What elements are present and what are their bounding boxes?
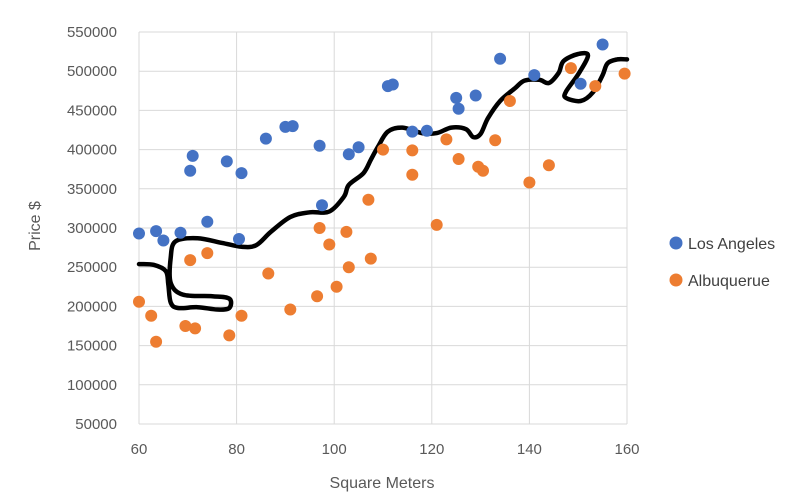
- point-los-angeles: [133, 227, 145, 240]
- point-los-angeles: [420, 124, 433, 137]
- point-albuquerue: [430, 218, 443, 231]
- point-los-angeles: [259, 132, 272, 145]
- point-albuquerue: [564, 62, 577, 75]
- y-axis-title: Price $: [27, 201, 44, 251]
- point-los-angeles: [233, 233, 245, 245]
- point-albuquerue: [284, 303, 297, 316]
- point-los-angeles: [494, 52, 507, 65]
- point-albuquerue: [311, 290, 324, 303]
- point-albuquerue: [406, 144, 419, 157]
- y-tick-label: 150000: [67, 338, 117, 355]
- point-los-angeles: [150, 225, 163, 238]
- gridlines: [138, 31, 628, 425]
- legend-label: Albuquerue: [688, 273, 770, 290]
- point-los-angeles: [596, 38, 609, 51]
- y-tick-label: 50000: [75, 416, 117, 433]
- y-tick-label: 250000: [67, 259, 117, 276]
- point-los-angeles: [452, 102, 465, 115]
- point-albuquerue: [342, 261, 355, 274]
- y-tick-label: 500000: [67, 63, 117, 80]
- data-points-layer: [133, 38, 631, 348]
- point-albuquerue: [542, 159, 555, 172]
- point-los-angeles: [469, 89, 482, 102]
- point-albuquerue: [313, 222, 326, 234]
- point-albuquerue: [145, 309, 158, 322]
- overlay-curve: [136, 50, 630, 312]
- point-los-angeles: [235, 167, 248, 180]
- legend-label: Los Angeles: [688, 236, 775, 253]
- point-albuquerue: [362, 193, 375, 206]
- y-tick-label: 300000: [67, 220, 117, 237]
- point-los-angeles: [313, 139, 326, 152]
- point-los-angeles: [186, 149, 199, 162]
- point-albuquerue: [262, 267, 275, 280]
- point-los-angeles: [286, 120, 299, 133]
- point-albuquerue: [406, 168, 419, 181]
- point-los-angeles: [352, 141, 365, 154]
- point-los-angeles: [220, 155, 233, 168]
- point-albuquerue: [184, 254, 197, 267]
- x-tick-label: 160: [614, 441, 639, 458]
- point-los-angeles: [450, 91, 463, 104]
- point-los-angeles: [184, 164, 197, 177]
- point-albuquerue: [179, 320, 192, 332]
- point-albuquerue: [150, 335, 163, 348]
- x-axis-title: Square Meters: [330, 475, 435, 492]
- point-albuquerue: [477, 164, 489, 177]
- point-albuquerue: [503, 95, 516, 107]
- y-tick-label: 450000: [67, 102, 117, 119]
- point-albuquerue: [489, 134, 502, 147]
- point-albuquerue: [235, 309, 248, 322]
- point-albuquerue: [223, 329, 236, 342]
- y-tick-label: 350000: [67, 181, 117, 198]
- y-tick-label: 100000: [67, 377, 117, 394]
- x-tick-label: 60: [131, 441, 148, 458]
- legend: Los Angeles Albuquerue: [669, 236, 775, 290]
- point-albuquerue: [618, 67, 631, 80]
- point-los-angeles: [406, 125, 419, 138]
- point-los-angeles: [574, 77, 587, 90]
- point-albuquerue: [133, 295, 145, 308]
- point-albuquerue: [452, 153, 465, 165]
- y-tick-label: 400000: [67, 142, 117, 159]
- x-tick-label: 120: [419, 441, 444, 458]
- point-albuquerue: [523, 176, 536, 189]
- axis-labels: 50000 100000 150000 200000 250000 300000 35000…: [67, 24, 640, 458]
- y-tick-label: 550000: [67, 24, 117, 41]
- point-albuquerue: [323, 238, 336, 251]
- point-los-angeles: [174, 226, 187, 239]
- point-los-angeles: [342, 148, 355, 161]
- x-tick-label: 80: [228, 441, 245, 458]
- point-albuquerue: [364, 252, 377, 265]
- point-albuquerue: [340, 225, 353, 238]
- legend-marker: [669, 236, 683, 250]
- overlay-curve-layer: [136, 50, 630, 312]
- x-tick-label: 100: [322, 441, 347, 458]
- legend-marker: [669, 273, 683, 287]
- point-albuquerue: [201, 247, 214, 260]
- point-albuquerue: [189, 322, 202, 335]
- point-albuquerue: [440, 133, 453, 146]
- point-albuquerue: [589, 80, 602, 93]
- point-los-angeles: [316, 199, 328, 212]
- point-albuquerue: [377, 143, 389, 156]
- point-los-angeles: [386, 78, 399, 91]
- point-los-angeles: [201, 215, 214, 228]
- point-albuquerue: [330, 280, 343, 293]
- x-tick-label: 140: [517, 441, 542, 458]
- point-los-angeles: [157, 234, 170, 247]
- point-los-angeles: [528, 69, 541, 82]
- y-tick-label: 200000: [67, 298, 117, 315]
